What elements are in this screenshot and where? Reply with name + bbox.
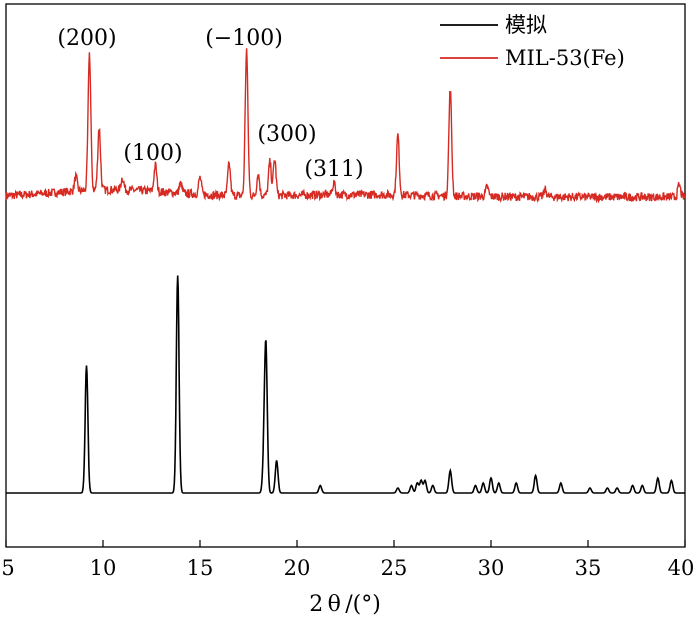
x-axis-label: 2 θ /(°) <box>309 592 381 617</box>
x-tick-label: 30 <box>478 556 505 580</box>
x-tick-label: 25 <box>381 556 408 580</box>
plot-frame <box>5 3 686 548</box>
x-tick-label: 5 <box>1 556 14 580</box>
peak-annotations: (200) (100) (−100) (300) (311) <box>57 26 363 182</box>
peak-annotation: (200) <box>57 26 116 51</box>
legend-label: 模拟 <box>505 13 547 37</box>
peak-annotation: (311) <box>304 157 363 182</box>
x-tick-label: 40 <box>668 556 695 580</box>
x-axis-ticks: 5 10 15 20 25 30 35 40 <box>1 540 694 580</box>
series-line-simulated <box>6 275 685 494</box>
legend-label: MIL-53(Fe) <box>505 46 625 70</box>
series-line-mil53 <box>5 48 686 204</box>
legend: 模拟 MIL-53(Fe) <box>440 13 625 70</box>
x-tick-label: 15 <box>187 556 214 580</box>
peak-annotation: (−100) <box>205 26 283 51</box>
x-tick-label: 35 <box>575 556 602 580</box>
series-layer <box>5 48 686 494</box>
peak-annotation: (300) <box>257 122 316 147</box>
x-tick-label: 20 <box>284 556 311 580</box>
x-tick-label: 10 <box>90 556 117 580</box>
peak-annotation: (100) <box>123 141 182 166</box>
